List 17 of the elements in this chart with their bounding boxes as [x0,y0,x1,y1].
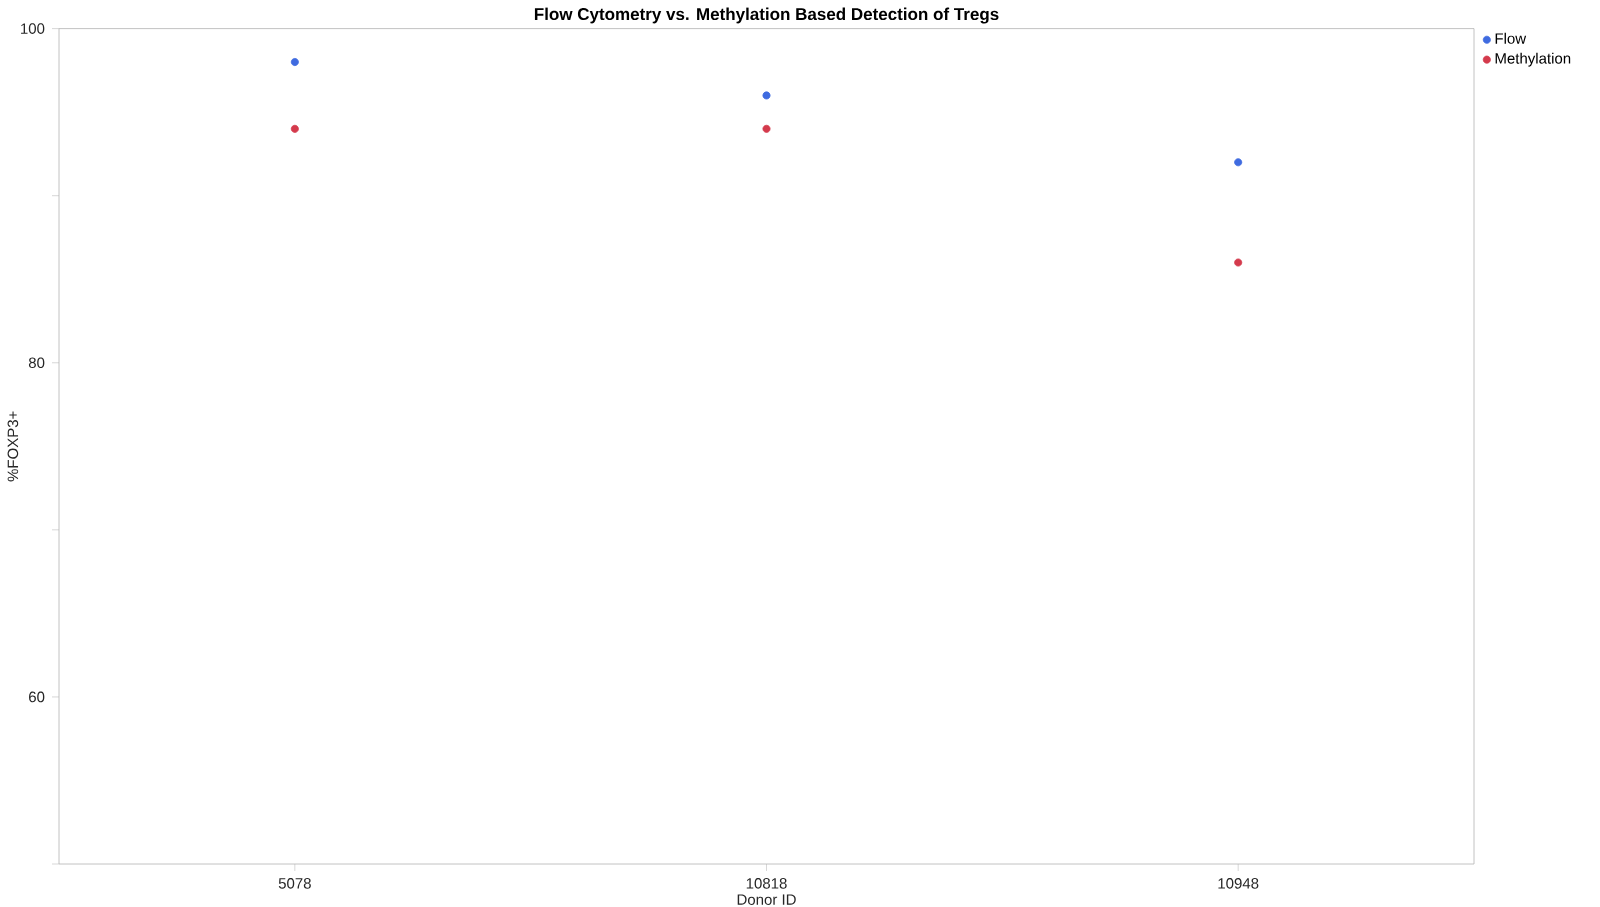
legend-label: Flow [1495,32,1527,44]
point [762,124,771,133]
x-tick-label: 5078 [278,878,311,889]
x-tick-label: 10948 [1218,878,1259,889]
point [1234,158,1243,167]
point [1234,258,1243,267]
legend-label: Methylation [1495,52,1571,67]
point [290,124,299,133]
y-tick-label: 80 [28,357,45,369]
y-tick-label: 100 [21,23,45,34]
y-axis-title: %FOXP3+ [7,411,19,482]
y-tick-label: 60 [29,691,45,703]
point [762,91,771,100]
x-axis-title: Donor ID [737,894,796,905]
x-tick-label: 10818 [746,878,787,889]
chart-title: Flow Cytometry vs. Methylation Based Detection of Tregs [534,7,999,24]
point [290,58,299,67]
